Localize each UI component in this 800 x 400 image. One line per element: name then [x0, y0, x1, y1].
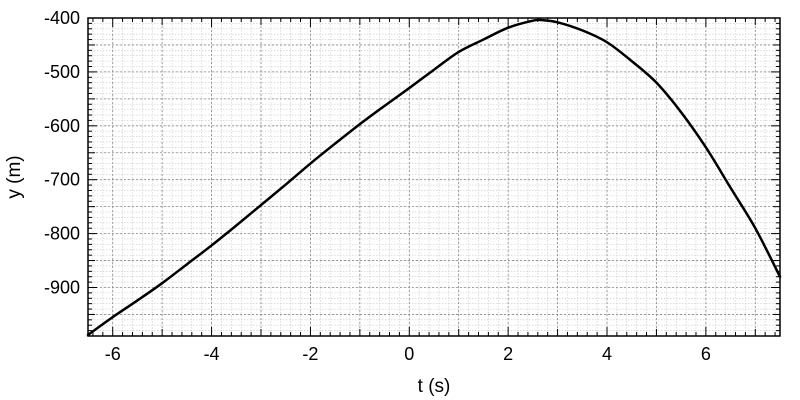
x-tick-label: 6 [701, 344, 711, 364]
y-tick-label: -700 [44, 170, 80, 190]
axis-ticks [88, 17, 780, 337]
minor-grid [88, 17, 780, 337]
y-axis-label: y (m) [4, 155, 25, 198]
y-tick-label: -600 [44, 116, 80, 136]
x-tick-label: 2 [503, 344, 513, 364]
y-tick-label: -800 [44, 224, 80, 244]
plot-frame [87, 17, 781, 337]
series-line [86, 18, 782, 337]
tick-labels: -6 -4 -2 0 2 4 6 -400 -500 -600 -700 -800 -900 [44, 8, 711, 364]
x-tick-label: -4 [204, 344, 220, 364]
y-tick-label: -500 [44, 62, 80, 82]
y-tick-label: -900 [44, 277, 80, 297]
x-tick-label: 0 [404, 344, 414, 364]
x-tick-label: -2 [302, 344, 318, 364]
y-tick-label: -400 [44, 8, 80, 28]
x-tick-label: -6 [105, 344, 121, 364]
x-tick-label: 4 [602, 344, 612, 364]
x-axis-label: t (s) [418, 376, 451, 397]
